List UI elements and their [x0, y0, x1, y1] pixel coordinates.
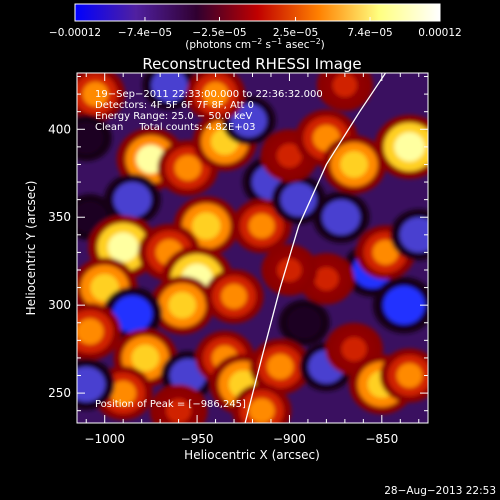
heat-blob-core [221, 284, 247, 309]
heatmap-layer [77, 73, 428, 423]
heat-blob-core [248, 213, 275, 239]
heat-blob [287, 306, 322, 339]
heat-blob-core [277, 258, 302, 282]
heat-blob-core [107, 232, 139, 262]
heat-blob [112, 295, 153, 333]
heat-blob-core [340, 151, 368, 178]
heat-blob-core [202, 81, 229, 107]
colorbar-tick-label: −0.00012 [49, 27, 101, 39]
heat-blob-core [90, 273, 119, 302]
x-tick-label: −1000 [84, 432, 125, 446]
y-tick-label: 300 [48, 298, 71, 312]
heat-blob [383, 285, 425, 325]
heat-blob-core [174, 155, 202, 181]
heat-blob [280, 182, 317, 217]
heat-blob-core [276, 143, 302, 168]
heat-blob [151, 73, 188, 103]
heat-blob [77, 122, 104, 154]
solar-limb-curve [244, 73, 387, 423]
footer-timestamp: 28−Aug−2013 22:53 [384, 485, 496, 497]
plot-area [77, 73, 428, 423]
heat-blob-core [394, 132, 425, 162]
colorbar-tick-label: 7.4e−05 [347, 27, 392, 39]
colorbar-tick-label: −7.4e−05 [118, 27, 172, 39]
heat-blob [399, 217, 428, 253]
heat-blob [77, 366, 106, 402]
heat-blob-core [166, 398, 192, 423]
heat-blob-core [396, 363, 423, 388]
heat-blob-core [82, 81, 109, 107]
info-line-time: 19−Sep−2011 22:33:00.000 to 22:36:32.000 [95, 89, 323, 100]
colorbar-ticks: −0.00012 −7.4e−05 −2.5e−05 2.5e−05 7.4e−05 0.… [49, 17, 462, 39]
heat-blob [113, 182, 152, 218]
info-line-counts: Clean Total counts: 4.82E+03 [95, 122, 255, 133]
heat-blob [230, 103, 267, 138]
info-line-detectors: Detectors: 4F 5F 6F 7F 8F, Att 0 [95, 100, 254, 111]
heat-blob [169, 358, 206, 393]
heat-blob [322, 199, 361, 235]
peak-position-label: Position of Peak = [−986,245] [95, 399, 246, 410]
heat-blob-core [77, 318, 104, 345]
colorbar [74, 3, 441, 22]
x-tick-label: −950 [181, 432, 214, 446]
heat-blob-core [314, 267, 339, 291]
colorbar-tick-label: −2.5e−05 [192, 27, 246, 39]
y-tick-label: 400 [48, 122, 71, 136]
x-tick-label: −850 [365, 432, 398, 446]
x-tick-label: −900 [273, 432, 306, 446]
y-axis-label: Heliocentric Y (arcsec) [24, 181, 38, 316]
heat-blob-core [110, 380, 137, 406]
colorbar-tick-label: 0.00012 [418, 27, 461, 39]
heat-blob-core [267, 354, 294, 380]
heat-blob-core [332, 73, 358, 98]
x-axis-label: Heliocentric X (arcsec) [184, 448, 320, 462]
info-line-energy: Energy Range: 25.0 − 50.0 keV [95, 111, 252, 122]
chart-title: Reconstructed RHESSI Image [142, 55, 361, 73]
axis-ticks: −1000 −950 −900 −850 250 300 350 400 [48, 73, 428, 446]
colorbar-tick-label: 2.5e−05 [273, 27, 318, 39]
heat-blob-core [372, 240, 399, 265]
heat-blob-core [341, 337, 367, 362]
y-tick-label: 250 [48, 386, 71, 400]
info-box: 19−Sep−2011 22:33:00.000 to 22:36:32.000… [95, 89, 323, 133]
heat-blob-core [192, 212, 221, 240]
y-tick-label: 350 [48, 210, 71, 224]
heat-blob-core [248, 398, 275, 423]
heat-blob-core [168, 291, 197, 319]
colorbar-units: (photons cm−2 s−1 asec−2) [185, 37, 324, 51]
heat-blob-core [131, 344, 160, 372]
